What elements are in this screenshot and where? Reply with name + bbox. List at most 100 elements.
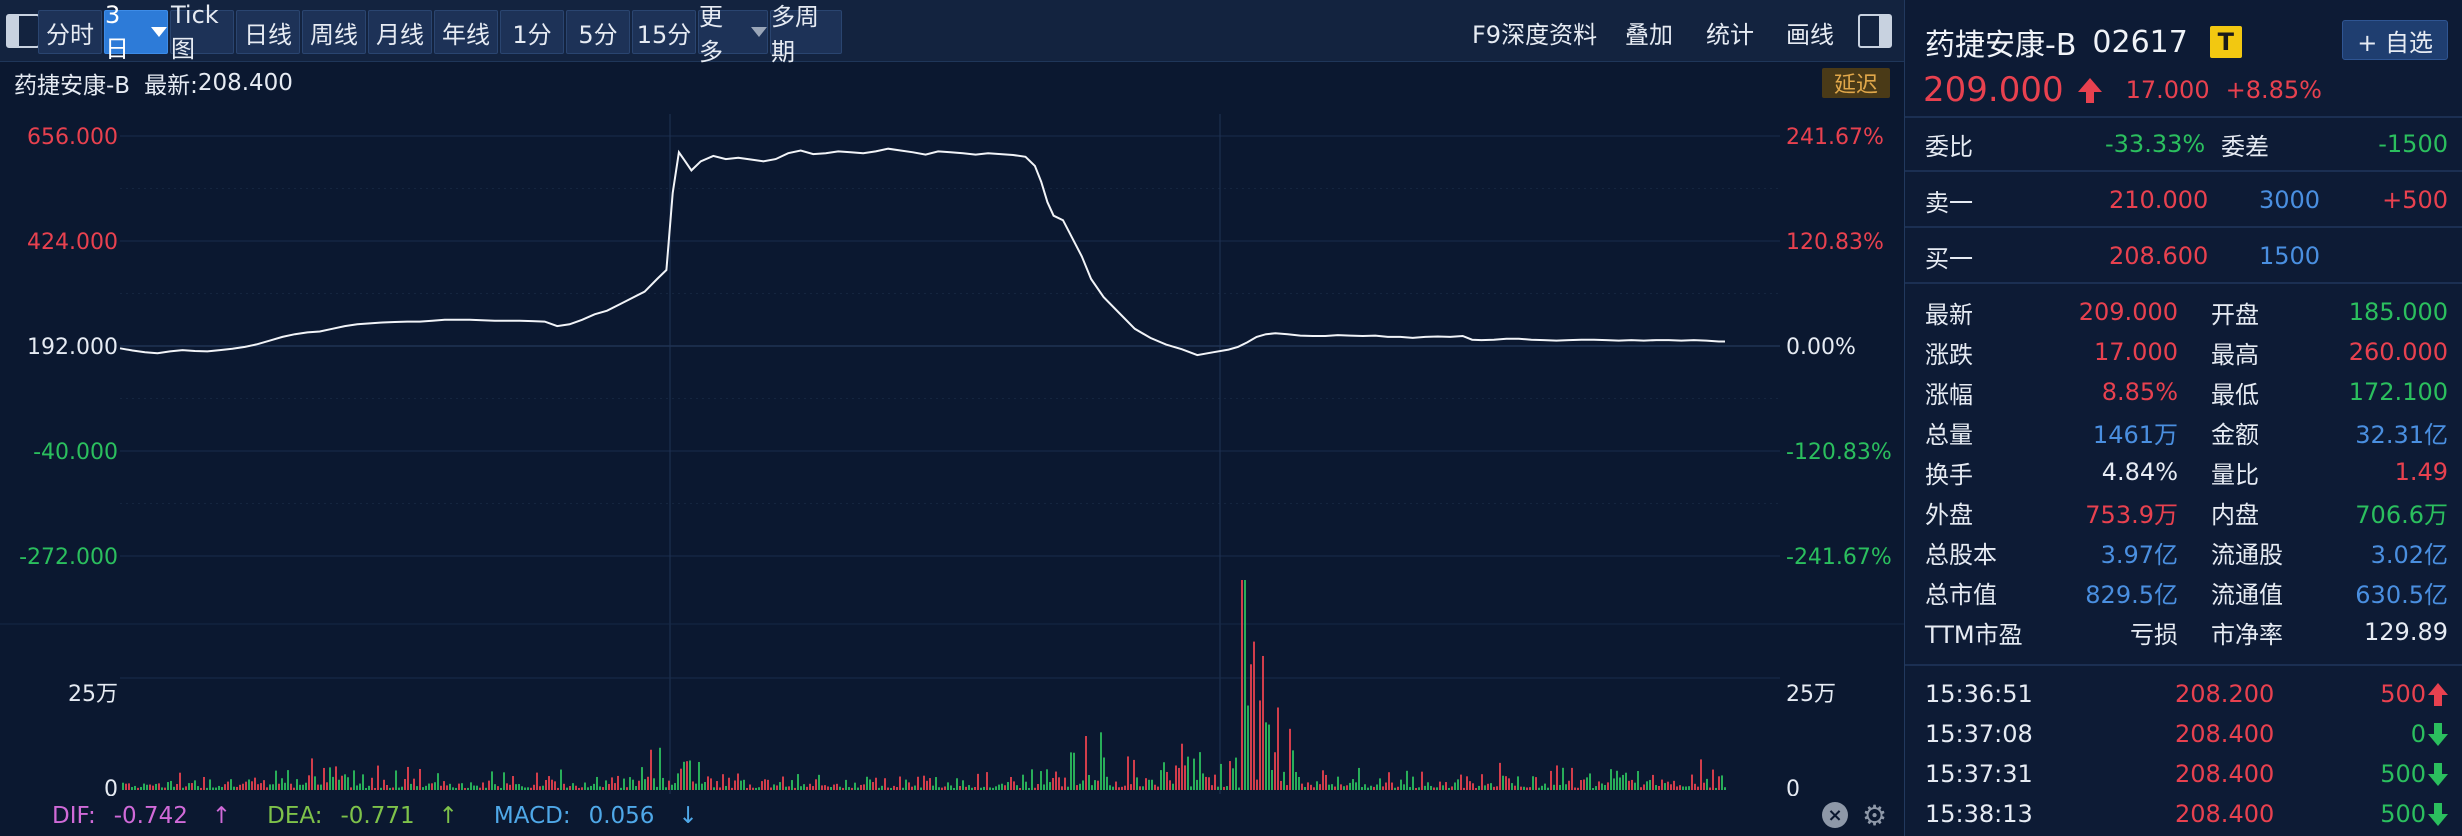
volume-bar xyxy=(1202,773,1204,790)
overlay-button[interactable]: 叠加 xyxy=(1625,20,1673,49)
volume-bar xyxy=(911,786,913,790)
volume-bar xyxy=(632,779,634,790)
volume-bar xyxy=(563,783,565,790)
volume-bar xyxy=(1064,777,1066,790)
volume-bar xyxy=(308,775,310,790)
volume-bar xyxy=(1604,784,1606,790)
volume-bar xyxy=(677,773,679,790)
price-chart[interactable]: 656.000 424.000 192.000 -40.000 -272.000 241… xyxy=(0,104,1904,796)
left-panel-toggle-icon[interactable] xyxy=(6,14,40,48)
volume-bar xyxy=(1055,771,1057,790)
volume-bar xyxy=(416,786,418,790)
volume-bar xyxy=(1214,774,1216,790)
volume-bar xyxy=(1577,787,1579,790)
volume-bar xyxy=(329,767,331,790)
tab-tick[interactable]: Tick图 xyxy=(170,1,234,63)
t-badge: T xyxy=(2209,26,2242,58)
volume-bar xyxy=(1658,785,1660,790)
stats-row: 涨跌 17.000 最高 260.000 xyxy=(1925,334,2448,370)
bid-row[interactable]: 买一 208.600 1500 xyxy=(1925,242,2321,273)
volume-bar xyxy=(1586,777,1588,790)
volume-bar xyxy=(1424,785,1426,790)
tab-more[interactable]: 更多 xyxy=(698,3,768,66)
volume-bar xyxy=(1589,773,1591,790)
volume-bar xyxy=(1529,787,1531,790)
stat-value: 209.000 xyxy=(2078,298,2178,326)
volume-bar xyxy=(365,787,367,790)
draw-line-button[interactable]: 画线 xyxy=(1786,20,1834,49)
volume-bar xyxy=(749,784,751,790)
stat-label: 最低 xyxy=(2211,380,2259,409)
volume-bar xyxy=(692,781,694,790)
volume-bar xyxy=(1097,780,1099,790)
volume-bar xyxy=(1400,779,1402,790)
stat-label: 内盘 xyxy=(2211,500,2259,529)
bid-price: 208.600 xyxy=(2109,242,2209,270)
volume-bar xyxy=(488,780,490,790)
volume-bar xyxy=(197,786,199,790)
volume-bar xyxy=(740,780,742,790)
volume-bar xyxy=(806,786,808,790)
volume-axis-label: 25万 xyxy=(1786,682,1836,707)
volume-bar xyxy=(641,767,643,790)
volume-bar xyxy=(920,787,922,790)
volume-bar xyxy=(1724,787,1726,790)
volume-bar xyxy=(1538,787,1540,790)
volume-bar xyxy=(239,784,241,790)
stat-label: TTM市盈 xyxy=(1925,620,2023,649)
volume-bar xyxy=(368,785,370,790)
volume-bar xyxy=(482,782,484,790)
volume-bar xyxy=(1250,664,1252,790)
right-panel-toggle-icon[interactable] xyxy=(1858,14,1892,48)
add-watchlist-button[interactable]: + 自选 xyxy=(2342,20,2448,60)
volume-bar xyxy=(1670,784,1672,790)
volume-bar xyxy=(1211,785,1213,790)
ask-row[interactable]: 卖一 210.000 3000 +500 xyxy=(1925,186,2448,217)
volume-bar xyxy=(872,782,874,790)
tick-price: 208.400 xyxy=(2175,800,2275,828)
stat-value: 4.84% xyxy=(2101,458,2178,486)
tab-yearly[interactable]: 年线 xyxy=(434,10,498,54)
volume-bar xyxy=(929,778,931,790)
chevron-down-icon xyxy=(751,27,767,37)
tab-monthly[interactable]: 月线 xyxy=(368,10,432,54)
volume-bar xyxy=(557,787,559,790)
stat-value: 172.100 xyxy=(2348,378,2448,406)
volume-bar xyxy=(812,786,814,790)
stat-value: 1461万 xyxy=(2092,420,2178,449)
volume-bar xyxy=(1628,780,1630,790)
tab-1min[interactable]: 1分 xyxy=(500,10,564,54)
volume-bar xyxy=(977,773,979,790)
volume-bar xyxy=(758,787,760,790)
close-indicator-icon[interactable]: × xyxy=(1822,802,1848,828)
volume-bar xyxy=(713,787,715,790)
tab-multi-period[interactable]: 多周期 xyxy=(770,3,842,66)
stat-value: 129.89 xyxy=(2364,618,2448,646)
gear-icon[interactable]: ⚙ xyxy=(1862,799,1888,832)
period-toolbar: 分时 3日 Tick图 日线 周线 月线 年线 1分 5分 15分 更多 多周期… xyxy=(0,0,1904,66)
volume-bar xyxy=(164,787,166,790)
stat-value: 8.85% xyxy=(2101,378,2178,406)
volume-bar xyxy=(1079,783,1081,790)
volume-bar xyxy=(1637,770,1639,790)
volume-bar xyxy=(575,785,577,790)
volume-bar xyxy=(1421,771,1423,790)
volume-bar xyxy=(668,780,670,790)
tab-15min[interactable]: 15分 xyxy=(632,10,696,54)
tab-weekly[interactable]: 周线 xyxy=(302,10,366,54)
volume-bar xyxy=(254,777,256,790)
volume-bar xyxy=(1184,765,1186,790)
volume-bar xyxy=(1685,786,1687,790)
tab-daily[interactable]: 日线 xyxy=(236,10,300,54)
volume-bar xyxy=(374,787,376,790)
tab-5min[interactable]: 5分 xyxy=(566,10,630,54)
volume-bar xyxy=(1673,780,1675,790)
tab-intraday[interactable]: 分时 xyxy=(38,10,102,54)
volume-bar xyxy=(893,785,895,790)
stat-label: 外盘 xyxy=(1925,500,1973,529)
volume-bar xyxy=(1703,782,1705,790)
f9-deep-info-button[interactable]: F9深度资料 xyxy=(1472,20,1598,49)
statistics-button[interactable]: 统计 xyxy=(1706,20,1754,49)
tab-3day[interactable]: 3日 xyxy=(104,1,168,63)
volume-bar xyxy=(287,770,289,790)
